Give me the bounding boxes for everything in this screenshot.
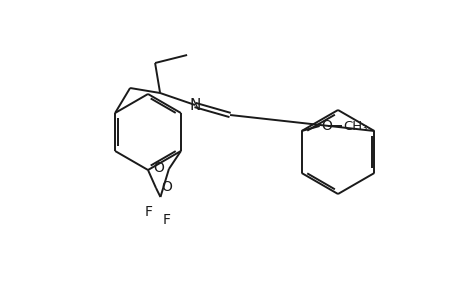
Text: O: O — [321, 119, 332, 133]
Text: O: O — [153, 161, 163, 175]
Text: O: O — [161, 180, 172, 194]
Text: F: F — [144, 205, 152, 219]
Text: CH₃: CH₃ — [343, 119, 367, 133]
Text: F: F — [162, 213, 170, 227]
Text: N: N — [189, 98, 200, 112]
